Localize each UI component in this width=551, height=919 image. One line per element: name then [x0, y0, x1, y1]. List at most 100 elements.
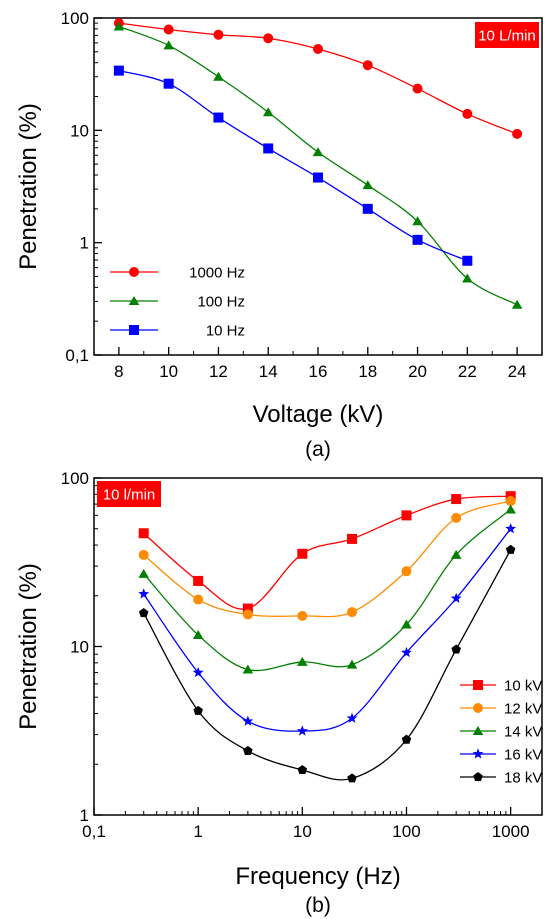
- x-tick-label: 1: [193, 822, 202, 841]
- data-point: [242, 609, 253, 620]
- data-point: [401, 566, 412, 577]
- legend-label: 100 Hz: [197, 294, 245, 311]
- data-point: [505, 522, 517, 534]
- data-point: [401, 646, 412, 658]
- legend-label: 1000 Hz: [189, 265, 245, 282]
- badge-label: 10 l/min: [103, 487, 156, 504]
- x-tick-label: 8: [114, 362, 123, 381]
- data-point: [163, 40, 174, 50]
- data-point: [451, 512, 462, 523]
- data-point: [192, 666, 204, 678]
- data-point: [242, 603, 253, 614]
- legend-label: 16 kV: [504, 747, 542, 764]
- data-point: [193, 575, 204, 586]
- data-point: [412, 216, 423, 226]
- legend-marker: [472, 726, 484, 735]
- legend-label: 14 kV: [504, 724, 542, 741]
- data-point: [163, 78, 174, 89]
- legend-marker: [473, 680, 483, 690]
- data-point: [297, 656, 308, 666]
- x-tick-label: 14: [259, 362, 278, 381]
- data-point: [113, 65, 124, 76]
- data-point: [505, 544, 516, 554]
- panel-a: 0,1 1 10 100 8 10 12 14 16 18 20 22 24 Voltage (kV) Pe…: [15, 9, 543, 461]
- data-point: [312, 147, 324, 157]
- data-point: [462, 108, 473, 119]
- data-point: [462, 273, 473, 283]
- legend-marker: [129, 267, 139, 277]
- data-point: [213, 71, 224, 81]
- data-point: [192, 630, 204, 640]
- legend-label: 10 kV: [504, 678, 542, 695]
- data-point: [138, 549, 149, 560]
- data-point: [401, 734, 412, 744]
- y-tick-label: 100: [61, 469, 89, 488]
- data-point: [505, 504, 516, 514]
- data-point: [362, 60, 373, 71]
- x-tick-label: 1000: [492, 822, 530, 841]
- x-tick-label: 20: [408, 362, 427, 381]
- data-point: [313, 172, 323, 183]
- legend-label: 10 Hz: [206, 323, 245, 340]
- panel-label: (a): [305, 438, 331, 461]
- y-tick-label: 100: [61, 9, 89, 28]
- data-point: [113, 21, 125, 31]
- data-point: [213, 29, 224, 40]
- data-point: [297, 764, 308, 775]
- data-point: [297, 610, 308, 621]
- data-point: [242, 715, 254, 726]
- data-point: [193, 705, 203, 715]
- data-point: [346, 712, 358, 723]
- data-point: [262, 107, 274, 117]
- data-point: [347, 533, 358, 544]
- badge-box: [97, 481, 161, 507]
- data-point: [138, 608, 149, 618]
- panel-label: (b): [305, 894, 331, 917]
- x-axis-title: Voltage (kV): [253, 401, 384, 428]
- data-point: [297, 548, 308, 559]
- legend-marker: [473, 703, 483, 713]
- x-tick-label: 100: [392, 822, 420, 841]
- x-tick-label: 18: [358, 362, 377, 381]
- data-point: [401, 619, 412, 629]
- data-point: [450, 592, 462, 604]
- data-point: [138, 588, 150, 599]
- data-point: [450, 549, 462, 559]
- badge-label: 10 L/min: [478, 28, 536, 45]
- data-point: [138, 528, 149, 539]
- x-tick-label: 24: [508, 362, 527, 381]
- data-point: [401, 510, 412, 521]
- legend-label: 12 kV: [504, 701, 542, 718]
- data-point: [213, 112, 224, 123]
- data-point: [347, 607, 358, 618]
- data-point: [362, 203, 373, 214]
- legend-marker: [473, 772, 483, 782]
- badge-box: [475, 22, 539, 48]
- data-point: [242, 664, 254, 674]
- data-point: [412, 234, 423, 245]
- data-point: [243, 745, 253, 755]
- y-axis-title: Penetration (%): [15, 103, 42, 270]
- data-point: [347, 773, 357, 783]
- x-tick-label: 0,1: [82, 822, 106, 841]
- y-tick-label: 10: [70, 121, 89, 140]
- legend-marker: [129, 325, 139, 335]
- data-point: [193, 594, 204, 605]
- data-point: [511, 299, 523, 309]
- x-tick-label: 12: [209, 362, 228, 381]
- x-tick-label: 16: [309, 362, 328, 381]
- data-point: [505, 496, 516, 507]
- legend-marker: [472, 748, 484, 759]
- x-tick-label: 10: [159, 362, 178, 381]
- data-point: [362, 180, 374, 190]
- x-axis-title: Frequency (Hz): [235, 863, 400, 890]
- legend-marker: [128, 296, 140, 305]
- y-tick-label: 1: [80, 806, 89, 825]
- data-point: [462, 255, 473, 266]
- data-point: [163, 24, 174, 35]
- y-tick-label: 10: [70, 638, 89, 657]
- data-point: [512, 128, 523, 139]
- data-point: [296, 725, 308, 736]
